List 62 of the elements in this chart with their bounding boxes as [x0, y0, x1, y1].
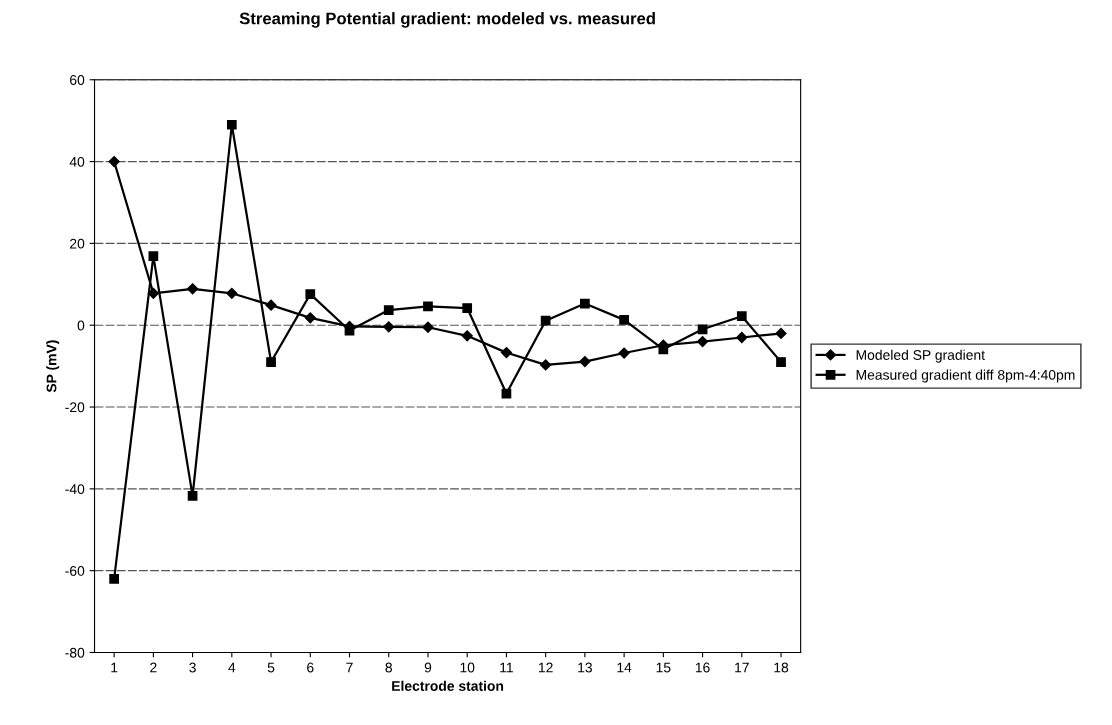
point — [304, 312, 316, 324]
point — [109, 573, 119, 584]
point — [580, 298, 590, 309]
x-tick-label: 18 — [774, 662, 789, 673]
point — [108, 155, 120, 168]
x-axis-title: Electrode station — [392, 680, 504, 691]
point — [461, 330, 473, 342]
y-tick-label: 40 — [69, 156, 85, 167]
point — [697, 324, 708, 335]
point — [540, 359, 552, 371]
x-tick-label: 16 — [695, 662, 710, 673]
point — [462, 303, 473, 313]
point — [226, 287, 238, 299]
x-tick-label: 15 — [656, 662, 671, 673]
y-tick-label: 20 — [70, 238, 85, 249]
x-tick-label: 13 — [578, 662, 592, 673]
point — [305, 289, 316, 299]
x-tick-label: 10 — [460, 662, 475, 673]
y-tick-label: 0 — [77, 320, 85, 331]
x-tick-label: 3 — [189, 662, 196, 673]
point — [500, 347, 513, 359]
point — [422, 321, 434, 333]
point — [148, 251, 159, 261]
x-tick-label: 14 — [617, 662, 632, 673]
x-tick-label: 8 — [385, 662, 392, 673]
point — [775, 327, 787, 340]
point — [265, 299, 277, 311]
point — [540, 315, 551, 326]
x-tick-label: 11 — [500, 662, 513, 673]
x-tick-label: 1 — [111, 662, 118, 673]
y-tick-label: -40 — [65, 484, 85, 495]
x-tick-label: 17 — [735, 662, 749, 673]
x-tick-label: 9 — [424, 662, 432, 673]
point — [579, 356, 591, 368]
legend-label: Measured gradient diff 8pm-4:40pm — [856, 369, 1075, 383]
point — [147, 287, 159, 299]
x-tick-label: 2 — [150, 662, 157, 673]
x-tick-label: 12 — [538, 662, 553, 673]
point — [619, 315, 629, 325]
y-tick-label: -60 — [65, 566, 85, 576]
point — [383, 321, 395, 333]
point — [696, 335, 709, 348]
y-axis-title: SP (mV) — [46, 340, 60, 393]
chart-title: Streaming Potential gradient: modeled vs. measured — [239, 12, 655, 28]
point — [226, 119, 237, 130]
legend-label: Modeled SP gradient — [856, 349, 985, 363]
point — [423, 301, 433, 312]
point — [736, 311, 747, 322]
point — [618, 347, 630, 359]
x-tick-label: 5 — [267, 662, 275, 673]
y-tick-label: 60 — [70, 75, 85, 85]
point — [187, 490, 198, 501]
x-tick-label: 6 — [307, 662, 314, 673]
y-tick-label: -20 — [65, 402, 85, 413]
x-tick-label: 4 — [228, 662, 236, 673]
point — [266, 357, 276, 367]
x-tick-label: 7 — [346, 662, 353, 673]
point — [736, 331, 748, 344]
point — [383, 305, 394, 315]
y-tick-label: -80 — [65, 647, 85, 658]
point — [186, 283, 199, 295]
point — [776, 357, 786, 367]
